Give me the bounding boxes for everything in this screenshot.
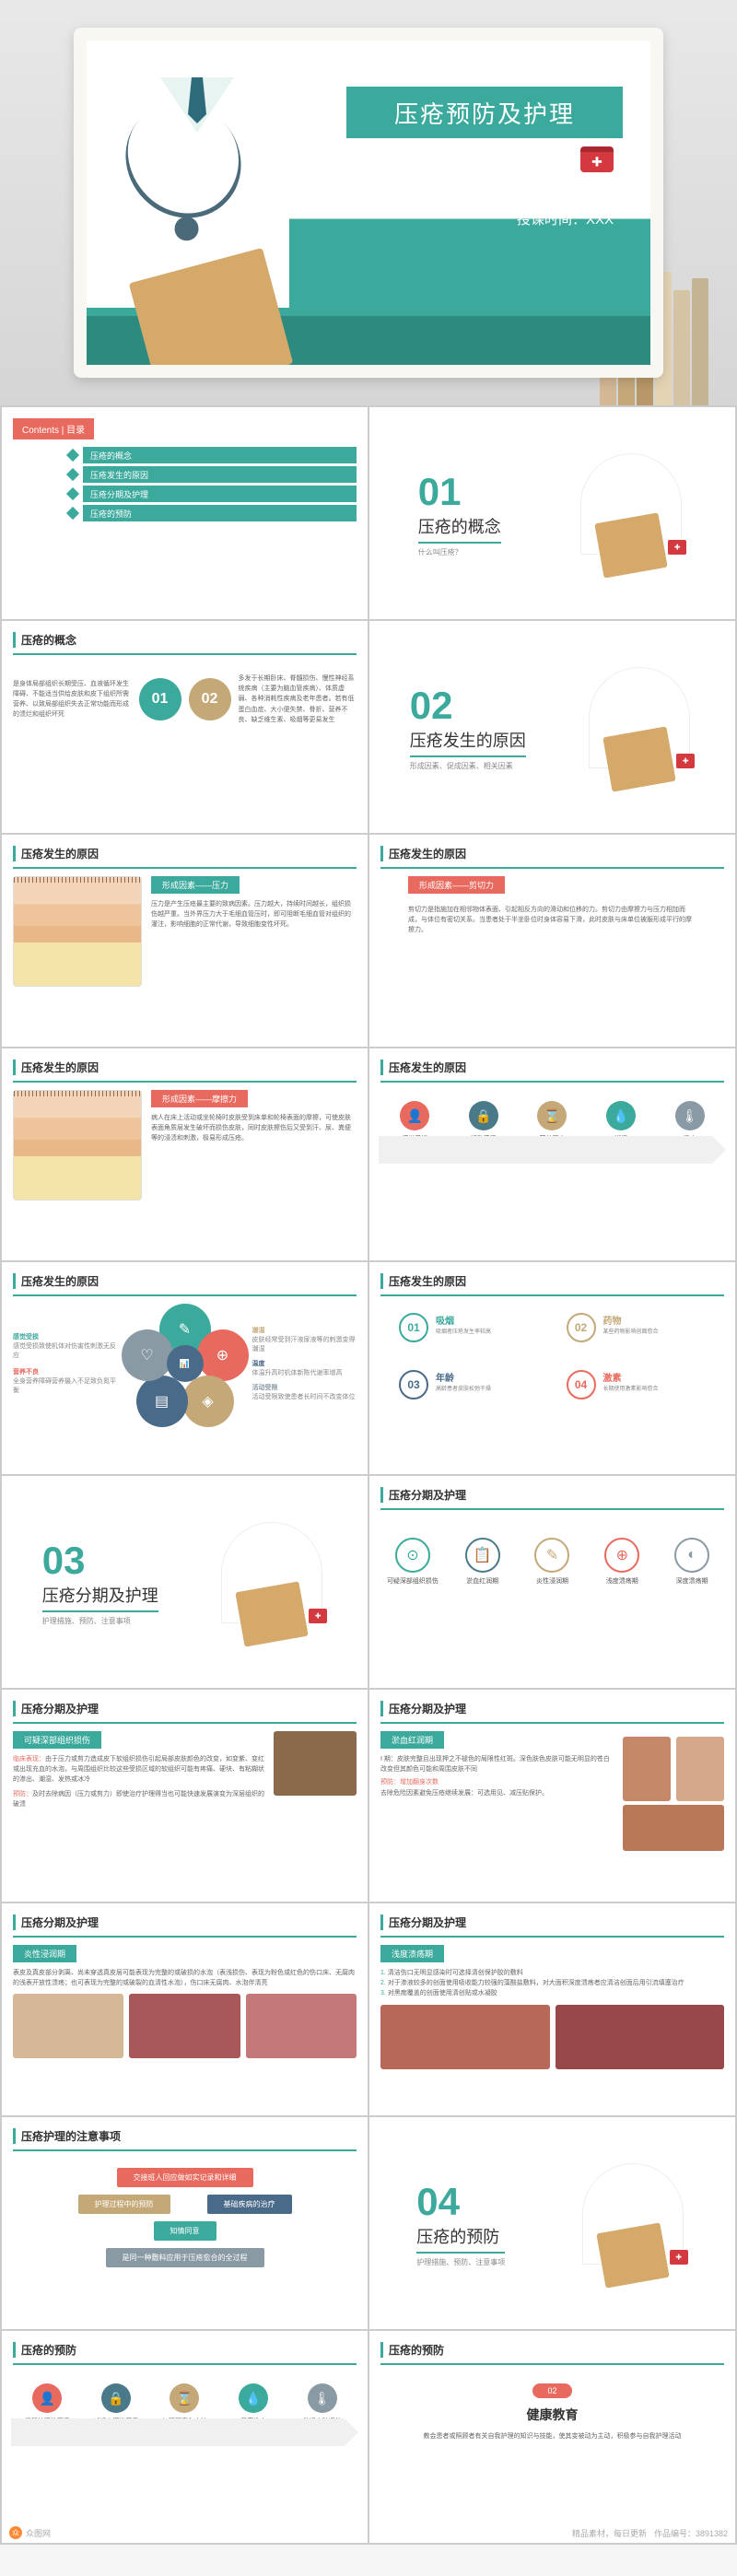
slide-cause-pressure: 压疮发生的原因 形成因素——压力 压力是产生压疮最主要的致病因素。压力越大，持续…: [2, 835, 368, 1047]
slide-section-04: 04 压疮的预防 护理措施、预防、注意事项: [369, 2117, 735, 2329]
slide-cause-shear: 压疮发生的原因 形成因素——剪切力 剪切力是指施加在相邻物体表面、引起相反方向的…: [369, 835, 735, 1047]
slide-5-factors: 压疮发生的原因 👤感觉受损🔒活动受限⌛营养不良💧潮湿🌡温度: [369, 1048, 735, 1260]
section-title: 压疮的概念: [418, 514, 501, 544]
monitor-frame: 压疮预防及护理 授课人：XXX 授课时间：XXX: [74, 28, 663, 378]
doctor-illustration: [87, 41, 308, 365]
slide-grid: Contents | 目录 压疮的概念 压疮发生的原因 压疮分期及护理 压疮的预…: [0, 405, 737, 2545]
watermark-right: 精品素材，每日更新作品编号：3891382: [572, 2527, 728, 2539]
doctor-mini-icon: [576, 444, 686, 582]
slide-care-notes: 压疮护理的注意事项 交接班人回应做如实记录和详细 护理过程中的预防基础疾病的治疗…: [2, 2117, 368, 2329]
slide-cause-friction: 压疮发生的原因 形成因素——摩擦力 病人在床上活动或坐轮椅时皮肤受到床单和轮椅表…: [2, 1048, 368, 1260]
section-number: 01: [418, 470, 501, 514]
slide-stages: 压疮分期及护理 ⊙可疑深部组织损伤📋淤血红润期✎炎性浸润期⊕浅度溃疡期◐深度溃疡…: [369, 1476, 735, 1688]
medkit-icon: [580, 146, 614, 172]
slide-section-01: 01 压疮的概念 什么叫压疮？: [369, 407, 735, 619]
slide-stage-detail-1: 压疮分期及护理 可疑深部组织损伤 临床表现：由于压力或剪力造成皮下软组织损伤引起…: [2, 1690, 368, 1902]
slide-four-factors: 压疮发生的原因 01吸烟吸烟者压疮发生率较高02药物某些药物影响创面愈合03年龄…: [369, 1262, 735, 1474]
slide-section-02: 02 压疮发生的原因 形成因素、促成因素、相关因素: [369, 621, 735, 833]
watermark-left: 众众图网: [9, 2526, 51, 2539]
lecturer-info: 授课人：XXX 授课时间：XXX: [517, 179, 614, 234]
slide-wheel: 压疮发生的原因 感觉受损感觉受损致使机体对伤害性刺激无反应营养不良全身营养障碍营…: [2, 1262, 368, 1474]
toc-label: Contents | 目录: [13, 418, 94, 439]
slide-toc: Contents | 目录 压疮的概念 压疮发生的原因 压疮分期及护理 压疮的预…: [2, 407, 368, 619]
slide-section-03: 03 压疮分期及护理 护理措施、预防、注意事项: [2, 1476, 368, 1688]
title-slide: 压疮预防及护理 授课人：XXX 授课时间：XXX: [87, 41, 650, 365]
wound-photo: [274, 1731, 357, 1796]
hero: 压疮预防及护理 授课人：XXX 授课时间：XXX: [0, 0, 737, 405]
slide-health-edu: 压疮的预防 02 健康教育 教会患者或照顾者有关自我护理的知识与技能，使其变被动…: [369, 2331, 735, 2543]
skin-diagram: [13, 876, 142, 987]
slide-stage-detail-2: 压疮分期及护理 淤血红润期 I 期：皮肤完整且出现押之不褪色的局限性红斑。深色肤…: [369, 1690, 735, 1902]
slide-stage-detail-3: 压疮分期及护理 炎性浸润期 表皮及真皮部分剥离、尚未穿透真皮层可能表现为完整的或…: [2, 1903, 368, 2115]
slide-stage-detail-4: 压疮分期及护理 浅度溃疡期 1. 清洁伤口无明显感染时可选择清创保护胶的敷料 2…: [369, 1903, 735, 2115]
slide-prevention: 压疮的预防 👤缓解外源性因素🔒减轻内源性因素⌛加强观察和交流💧健康教育🌡做好皮肤…: [2, 2331, 368, 2543]
main-title: 压疮预防及护理: [346, 87, 623, 138]
slide-concept: 压疮的概念 是身体局部组织长期受压、血液循环发生障碍、不能适当供给皮肤和皮下组织…: [2, 621, 368, 833]
